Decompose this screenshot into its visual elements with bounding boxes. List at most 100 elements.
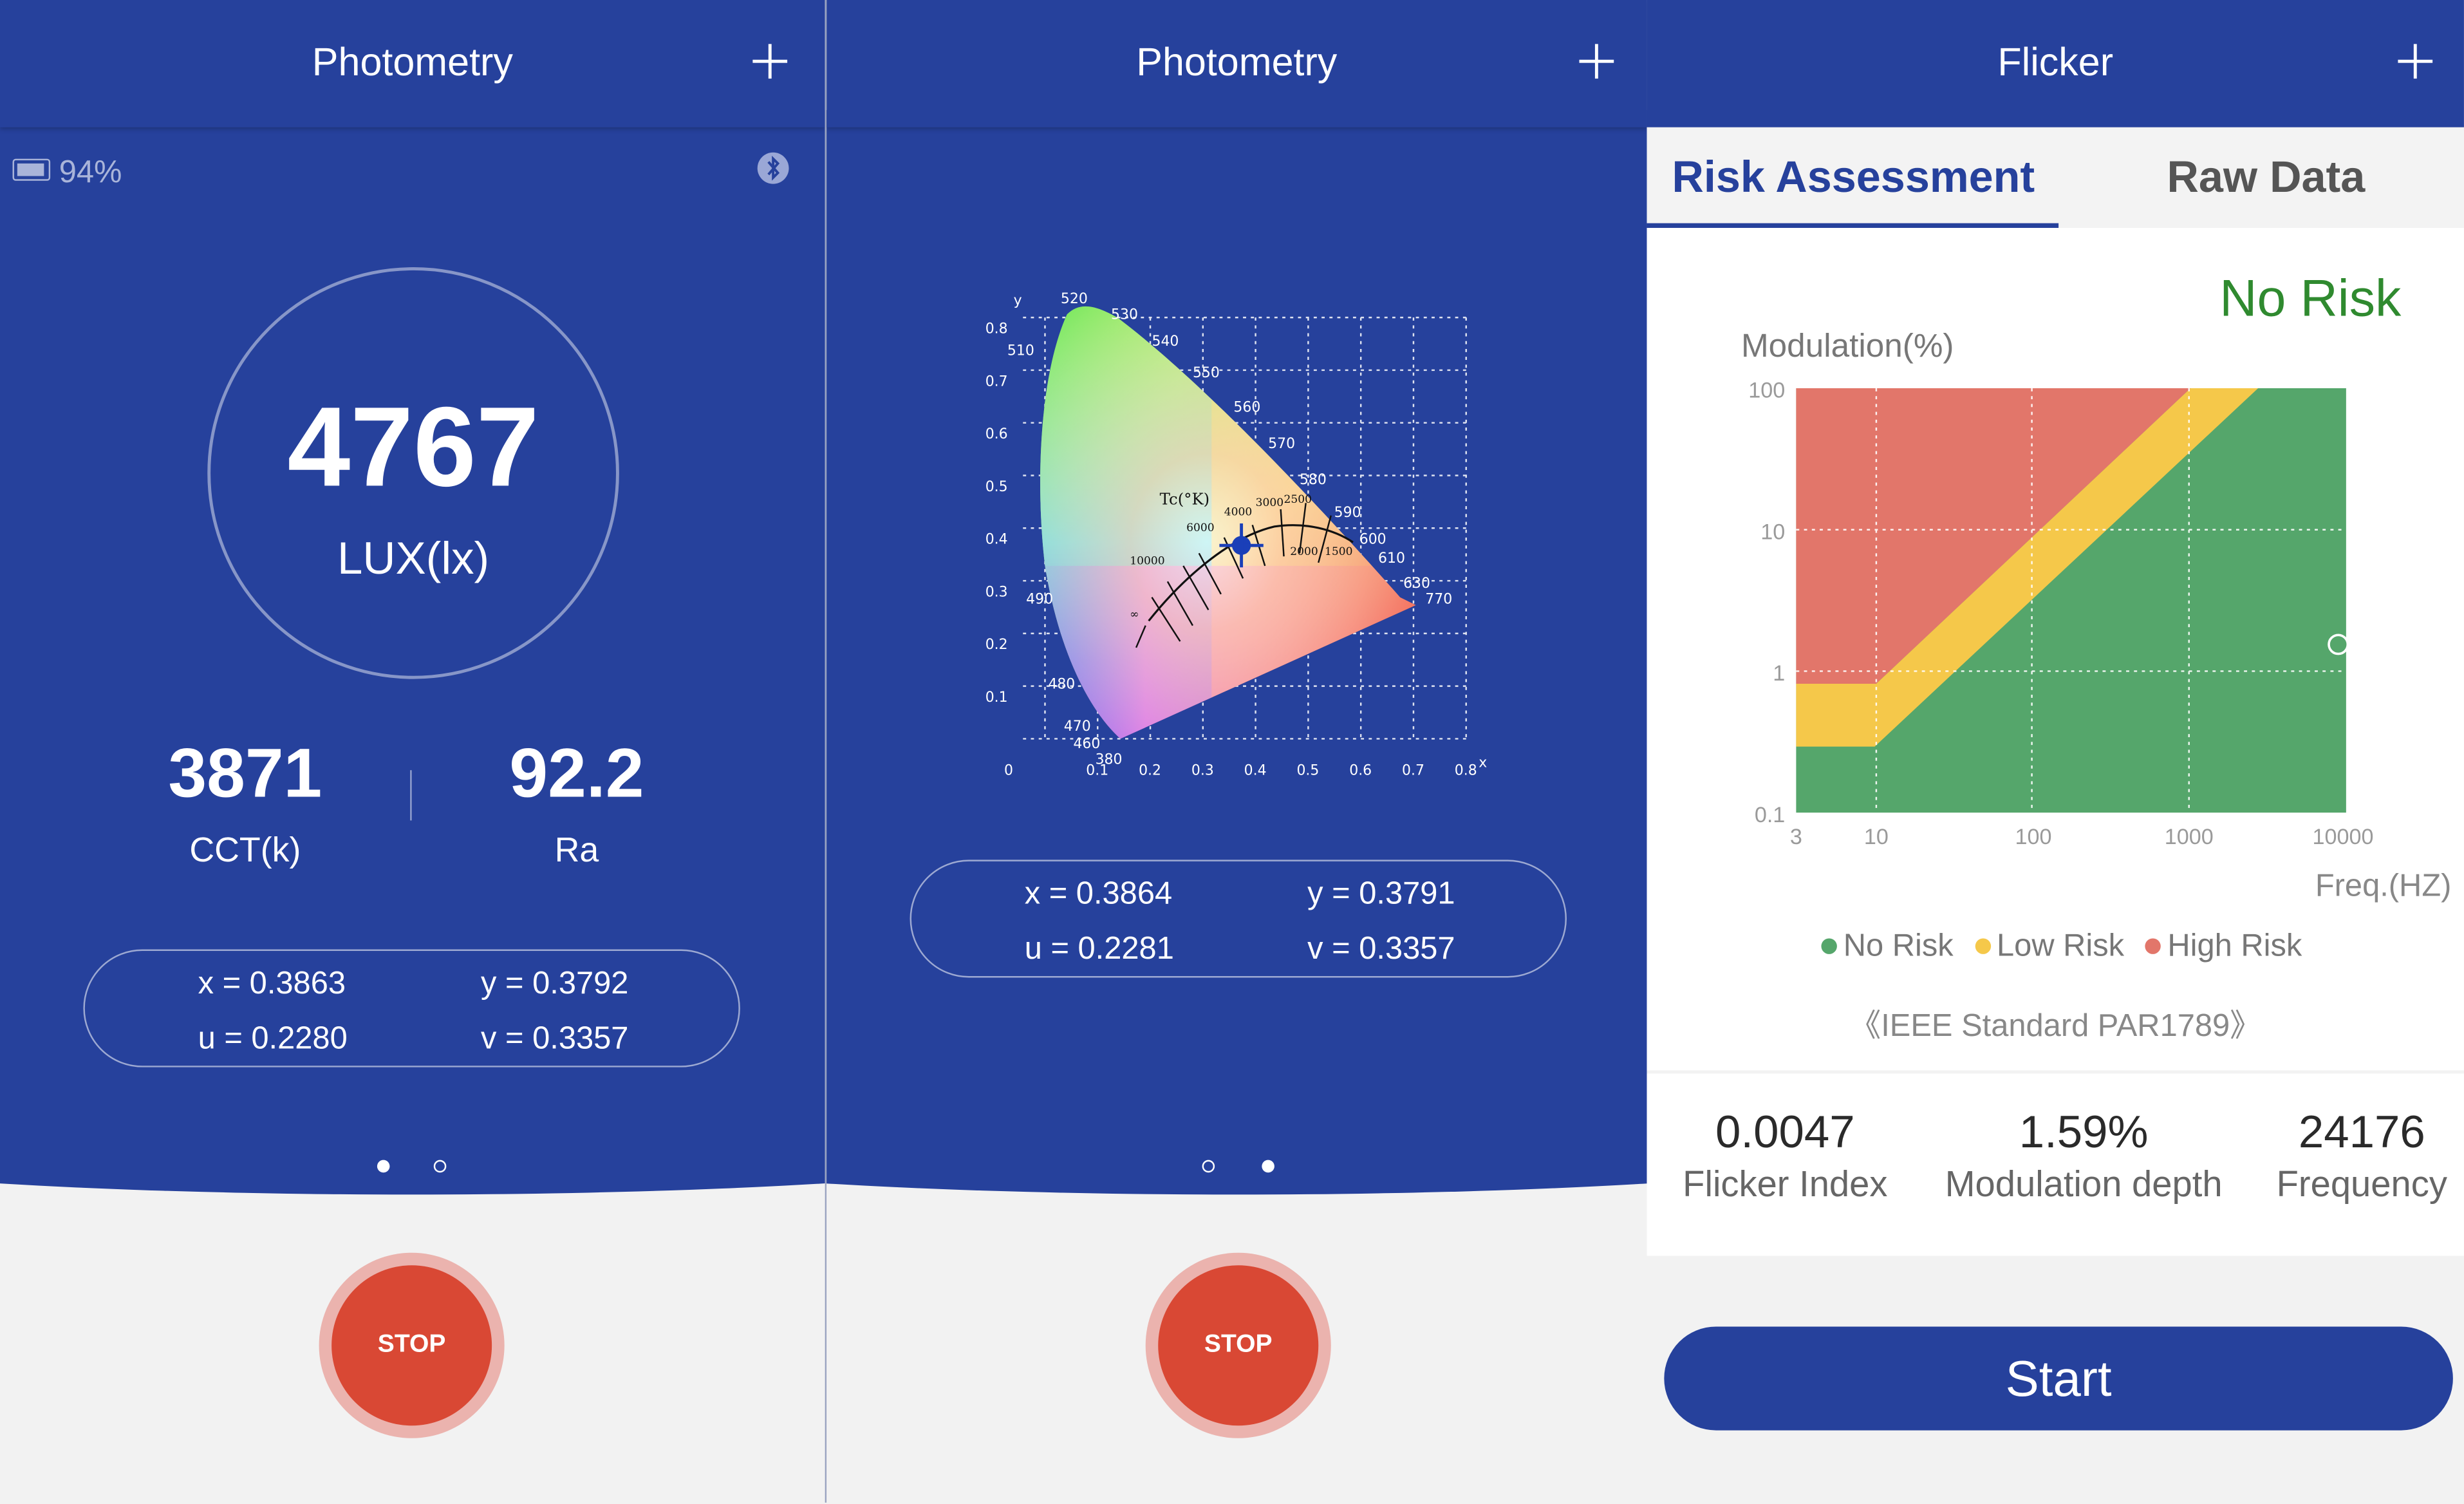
cie-wavelength-label: 570	[1268, 436, 1295, 452]
v-value: v = 0.3357	[481, 1021, 629, 1057]
cie-wavelength-label: 560	[1233, 400, 1260, 416]
cie-wavelength-label: 530	[1111, 307, 1138, 323]
x-axis-label: Freq.(HZ)	[2315, 869, 2452, 904]
modulation-depth: 1.59% Modulation depth	[1922, 1108, 2246, 1205]
cct-label: ∞	[1130, 608, 1139, 621]
tab-raw-data[interactable]: Raw Data	[2167, 152, 2366, 202]
cie-y-tick: 0.8	[985, 321, 1008, 337]
legend-low-risk: Low Risk	[1997, 928, 2125, 964]
photometry-panel-2: Photometry	[826, 0, 1647, 1503]
modulation-depth-value: 1.59%	[2019, 1108, 2149, 1159]
cie-wavelength-label: 630	[1403, 576, 1430, 592]
y-tick-label: 1	[1773, 661, 1785, 686]
chromaticity-values: x = 0.3863 y = 0.3792 u = 0.2280 v = 0.3…	[83, 949, 740, 1067]
flicker-index: 0.0047 Flicker Index	[1659, 1108, 1911, 1205]
x-tick-label: 3	[1790, 825, 1802, 849]
battery-level: 94%	[59, 155, 122, 191]
legend-low-risk-marker	[1974, 938, 1991, 954]
app-bar: Photometry	[826, 0, 1647, 127]
cie-wavelength-label: 460	[1073, 736, 1100, 752]
cie-y-axis-label: y	[1014, 293, 1022, 309]
x-value: x = 0.3864	[1024, 877, 1173, 912]
cie-x-tick: 0.4	[1244, 763, 1267, 779]
cie-wavelength-label: 470	[1064, 719, 1091, 735]
cie-wavelength-label: 590	[1334, 505, 1361, 521]
active-tab-indicator	[1647, 223, 2059, 228]
cct-label: CCT(k)	[189, 830, 301, 870]
bluetooth-icon[interactable]	[757, 152, 789, 184]
stop-button[interactable]: STOP	[331, 1265, 492, 1426]
cie-x-tick: 0.6	[1349, 763, 1372, 779]
cie-x-tick: 0.2	[1139, 763, 1161, 779]
risk-card: No Risk Modulation(%) 100 10 1 0.1 3 10 100 100…	[1647, 227, 2464, 1071]
cct-label: 2500	[1284, 493, 1312, 506]
x-tick-label: 10000	[2312, 825, 2373, 849]
risk-result: No Risk	[2219, 268, 2402, 327]
stop-button[interactable]: STOP	[1158, 1265, 1319, 1426]
x-tick-label: 100	[2015, 825, 2052, 849]
measurement-point	[2328, 634, 2349, 655]
legend-high-risk: High Risk	[2167, 928, 2302, 964]
cie-chromaticity-diagram: 0 0.1 0.2 0.3 0.4 0.5 0.6 0.7 0.8 0.8 0.7 0.6 0.5 0.4…	[985, 291, 1488, 779]
cct-label: 10000	[1130, 554, 1164, 567]
v-value: v = 0.3357	[1307, 932, 1455, 967]
cct-label: 1500	[1325, 545, 1352, 558]
cct-label: 6000	[1186, 522, 1214, 534]
page-title: Photometry	[1136, 41, 1338, 85]
lux-unit: LUX(lx)	[337, 534, 490, 585]
cie-wavelength-label: 770	[1425, 591, 1452, 607]
page-indicator-1[interactable]	[1202, 1160, 1215, 1173]
standard-reference: 《IEEE Standard PAR1789》	[1849, 1009, 2262, 1044]
ra-label: Ra	[554, 830, 599, 870]
cct-label: 4000	[1224, 506, 1252, 519]
divider	[410, 770, 412, 821]
cie-x-tick: 0.7	[1402, 763, 1424, 779]
y-tick-label: 100	[1748, 379, 1785, 403]
measurement-crosshair	[1219, 523, 1264, 568]
x-value: x = 0.3863	[198, 966, 346, 1002]
cct-label: 2000	[1290, 545, 1318, 558]
cie-x-tick: 0	[1004, 763, 1013, 779]
add-icon[interactable]	[1576, 41, 1617, 81]
cie-x-tick: 0.8	[1455, 763, 1477, 779]
frequency: 24176 Frequency	[2263, 1108, 2461, 1205]
battery-icon	[12, 158, 51, 181]
cct-title: Tc(°K)	[1160, 490, 1210, 509]
cct-label: 3000	[1256, 496, 1283, 509]
app-bar: Flicker	[1647, 0, 2464, 127]
cie-y-tick: 0.1	[985, 690, 1008, 706]
cie-y-tick: 0.6	[985, 426, 1008, 442]
tab-risk-assessment[interactable]: Risk Assessment	[1672, 152, 2035, 202]
x-tick-label: 1000	[2165, 825, 2214, 849]
stop-button-ring: STOP	[319, 1252, 505, 1438]
photometry-panel-1: Photometry 94% 4767 LUX(lx) 3871 CCT(k) …	[0, 0, 825, 1503]
y-value: y = 0.3791	[1307, 877, 1455, 912]
flicker-risk-chart: 100 10 1 0.13 10 100 1000 10000	[1748, 379, 2373, 849]
cie-wavelength-label: 520	[1061, 291, 1088, 307]
y-value: y = 0.3792	[481, 966, 629, 1002]
cie-y-tick: 0.7	[985, 373, 1008, 390]
y-tick-label: 0.1	[1755, 803, 1785, 827]
page-indicator-1[interactable]	[377, 1160, 390, 1173]
chromaticity-values: x = 0.3864 y = 0.3791 u = 0.2281 v = 0.3…	[910, 860, 1567, 978]
flicker-index-label: Flicker Index	[1683, 1163, 1888, 1205]
start-button[interactable]: Start	[1664, 1326, 2453, 1431]
cie-wavelength-label: 580	[1300, 472, 1327, 488]
cie-y-tick: 0.2	[985, 637, 1008, 653]
page-indicator-2[interactable]	[433, 1160, 447, 1173]
page-title: Photometry	[312, 41, 513, 85]
cie-y-tick: 0.5	[985, 479, 1008, 495]
add-icon[interactable]	[2395, 41, 2436, 81]
cie-wavelength-label: 550	[1193, 365, 1220, 381]
cie-wavelength-label: 490	[1026, 591, 1053, 607]
cie-x-tick: 0.5	[1296, 763, 1319, 779]
y-axis-label: Modulation(%)	[1741, 328, 1954, 365]
cie-wavelength-label: 610	[1378, 550, 1405, 567]
cct-value: 3871	[168, 735, 322, 813]
page-indicator-2[interactable]	[1262, 1160, 1274, 1173]
frequency-label: Frequency	[2276, 1163, 2447, 1205]
modulation-depth-label: Modulation depth	[1945, 1163, 2223, 1205]
cie-x-tick: 0.1	[1086, 763, 1108, 779]
cie-wavelength-label: 480	[1048, 676, 1075, 692]
add-icon[interactable]	[750, 41, 790, 81]
